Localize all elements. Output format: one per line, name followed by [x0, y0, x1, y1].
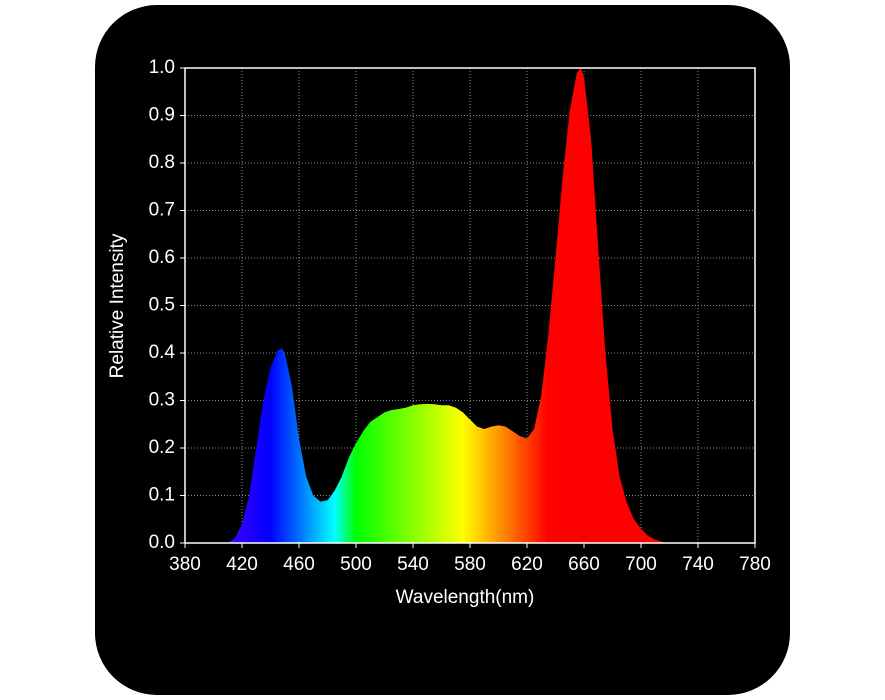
- x-tick-label: 780: [739, 554, 771, 575]
- y-tick-label: 0.4: [149, 342, 176, 363]
- x-tick-label: 380: [169, 554, 201, 575]
- y-tick-label: 0.0: [149, 532, 175, 553]
- x-tick-label: 660: [568, 554, 600, 575]
- x-tick-label: 540: [397, 554, 429, 575]
- x-tick-label: 500: [340, 554, 372, 575]
- x-tick-label: 580: [454, 554, 486, 575]
- y-tick-label: 0.1: [149, 485, 175, 506]
- y-tick-label: 1.0: [149, 57, 175, 78]
- y-tick-label: 0.5: [149, 295, 175, 316]
- y-tick-label: 0.7: [149, 200, 175, 221]
- y-tick-label: 0.8: [149, 152, 175, 173]
- x-tick-label: 620: [511, 554, 543, 575]
- x-tick-label: 740: [682, 554, 714, 575]
- x-tick-label: 420: [226, 554, 258, 575]
- y-tick-label: 0.3: [149, 390, 175, 411]
- y-tick-label: 0.9: [149, 105, 175, 126]
- spectrum-area: [227, 68, 670, 543]
- y-tick-label: 0.2: [149, 437, 175, 458]
- y-axis-label: Relative Intensity: [107, 233, 128, 378]
- y-tick-label: 0.6: [149, 247, 175, 268]
- x-tick-label: 460: [283, 554, 315, 575]
- x-axis-label: Wavelength(nm): [396, 587, 535, 608]
- x-tick-label: 700: [625, 554, 657, 575]
